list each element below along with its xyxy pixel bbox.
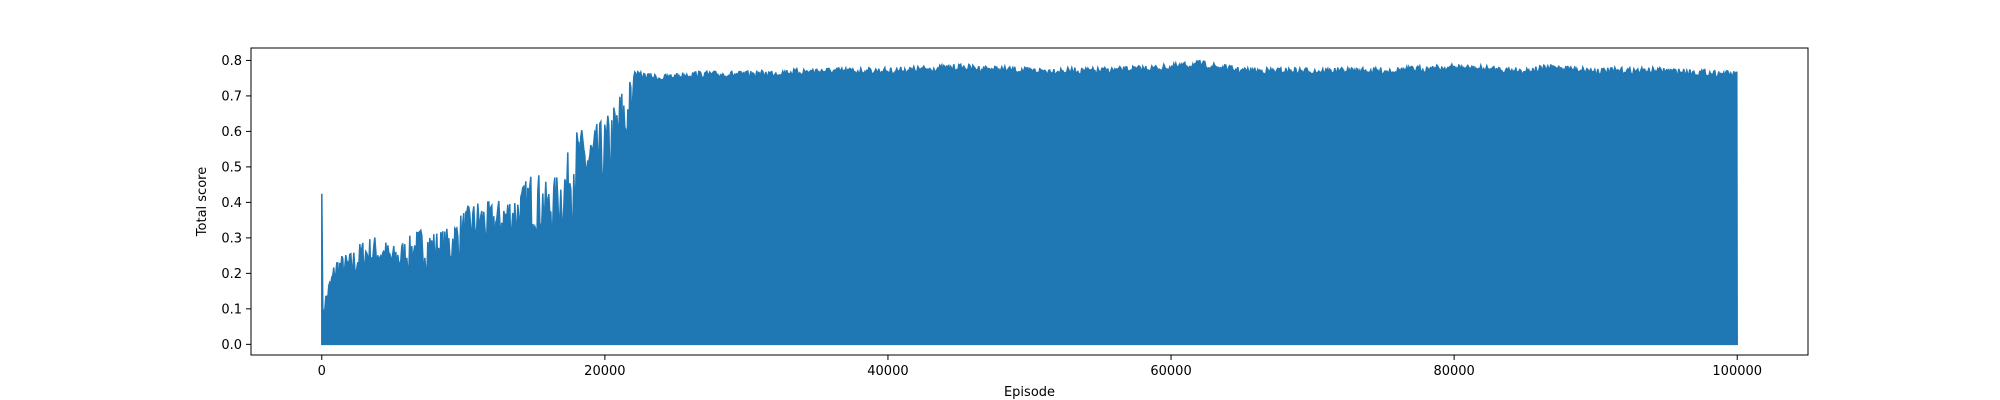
x-axis: 0 20000 40000 60000 80000 100000	[318, 355, 1762, 379]
axes-frame	[250, 47, 1809, 356]
y-tick-label: 0.1	[221, 302, 242, 317]
x-axis-label: Episode	[1004, 385, 1055, 400]
series-line	[321, 59, 1738, 346]
y-tick-label: 0.3	[221, 231, 242, 246]
plot-area	[321, 59, 1738, 346]
y-tick-label: 0.2	[221, 267, 242, 282]
y-tick-label: 0.6	[221, 125, 242, 140]
y-tick-label: 0.0	[221, 338, 242, 353]
y-tick-label: 0.4	[221, 196, 242, 211]
y-tick-label: 0.5	[221, 160, 242, 175]
x-tick-label: 20000	[584, 364, 625, 379]
x-tick-label: 60000	[1150, 364, 1191, 379]
x-tick-label: 0	[318, 364, 326, 379]
y-tick-label: 0.7	[221, 89, 242, 104]
y-tick-label: 0.8	[221, 54, 242, 69]
x-tick-label: 40000	[867, 364, 908, 379]
y-axis: 0.0 0.1 0.2 0.3 0.4 0.5 0.6 0.7 0.8	[221, 54, 251, 353]
y-axis-label: Total score	[195, 167, 210, 237]
x-tick-label: 80000	[1433, 364, 1474, 379]
x-tick-label: 100000	[1712, 364, 1762, 379]
